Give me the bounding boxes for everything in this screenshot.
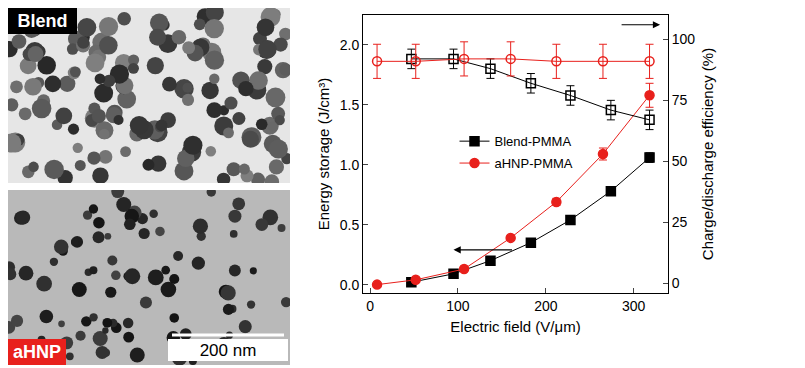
svg-text:Charge/discharge efficiency (%: Charge/discharge efficiency (%) [699,48,716,260]
svg-text:200 nm: 200 nm [200,341,257,360]
svg-text:75: 75 [672,92,688,108]
svg-text:Blend-PMMA: Blend-PMMA [495,134,572,149]
svg-text:25: 25 [672,214,688,230]
svg-text:0.5: 0.5 [340,217,360,233]
svg-text:300: 300 [622,298,646,314]
svg-text:Electric field (V/μm): Electric field (V/μm) [450,318,580,335]
svg-text:0.0: 0.0 [340,277,360,293]
svg-text:200: 200 [534,298,558,314]
svg-text:Energy storage (J/cm³): Energy storage (J/cm³) [315,78,332,231]
svg-text:aHNP: aHNP [13,342,61,362]
svg-text:Blend: Blend [17,11,67,31]
svg-text:100: 100 [446,298,470,314]
svg-text:1.5: 1.5 [340,97,360,113]
svg-text:50: 50 [672,153,688,169]
svg-text:1.0: 1.0 [340,157,360,173]
svg-text:0: 0 [366,298,374,314]
svg-text:aHNP-PMMA: aHNP-PMMA [495,156,573,171]
svg-text:100: 100 [672,31,696,47]
svg-text:0: 0 [672,275,680,291]
svg-text:2.0: 2.0 [340,37,360,53]
